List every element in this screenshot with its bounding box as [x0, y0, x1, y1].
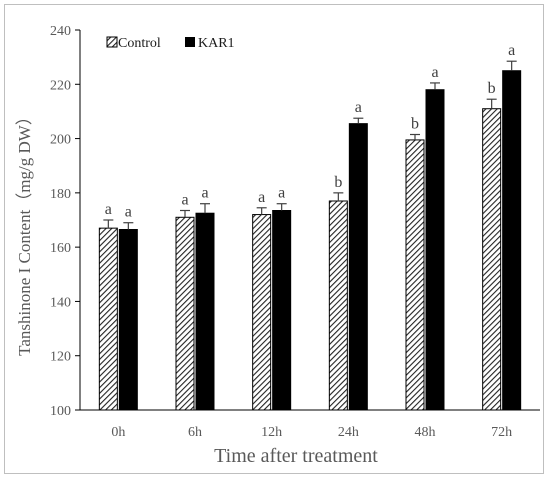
significance-label: b	[334, 174, 342, 191]
bar-kar1-24h	[348, 123, 368, 411]
bar-kar1-0h	[118, 229, 138, 411]
y-tick-label: 200	[50, 133, 71, 148]
significance-label: a	[125, 204, 132, 221]
y-tick-label: 160	[50, 241, 71, 256]
legend: Control KAR1	[106, 36, 235, 51]
y-axis-title: Tanshinone I Content（mg/g DW）	[15, 108, 34, 356]
bar-kar1-48h	[425, 89, 445, 411]
significance-label: a	[508, 42, 515, 59]
bar-control-72h	[482, 108, 502, 411]
x-axis: 0h 6h 12h 24h 48h 72h	[80, 409, 540, 440]
legend-swatch-control	[106, 36, 118, 48]
significance-label: a	[431, 64, 438, 81]
significance-label: a	[258, 189, 265, 206]
bar-control-12h	[252, 214, 272, 411]
legend-label-kar1: KAR1	[198, 36, 235, 51]
significance-label: a	[181, 192, 188, 209]
significance-label: a	[105, 201, 112, 218]
significance-label: a	[278, 185, 285, 202]
y-tick-label: 180	[50, 187, 71, 202]
significance-label: a	[355, 99, 362, 116]
x-tick-label: 48h	[415, 425, 436, 440]
x-tick-label: 24h	[338, 425, 359, 440]
legend-swatch-kar1	[185, 37, 195, 47]
y-tick-label: 220	[50, 78, 71, 93]
x-tick-label: 6h	[188, 425, 202, 440]
bar-kar1-12h	[272, 210, 292, 411]
significance-label: a	[201, 185, 208, 202]
y-tick-label: 240	[50, 24, 71, 39]
x-tick-label: 12h	[261, 425, 282, 440]
significance-label: b	[411, 116, 419, 133]
x-tick-label: 0h	[111, 425, 125, 440]
bar-control-48h	[405, 139, 425, 411]
bar-control-0h	[98, 227, 118, 411]
y-tick-label: 120	[50, 350, 71, 365]
bar-kar1-72h	[502, 70, 522, 411]
y-tick-label: 140	[50, 295, 71, 310]
x-axis-title: Time after treatment	[214, 445, 378, 467]
bar-kar1-6h	[195, 212, 215, 411]
legend-label-control: Control	[118, 36, 161, 51]
x-tick-label: 72h	[491, 425, 512, 440]
y-axis: 100 120 140 160 180 200 220 240	[50, 24, 81, 419]
y-tick-label: 100	[50, 404, 71, 419]
bar-control-24h	[328, 200, 348, 411]
bar-control-6h	[175, 216, 195, 411]
significance-label: b	[488, 80, 496, 97]
